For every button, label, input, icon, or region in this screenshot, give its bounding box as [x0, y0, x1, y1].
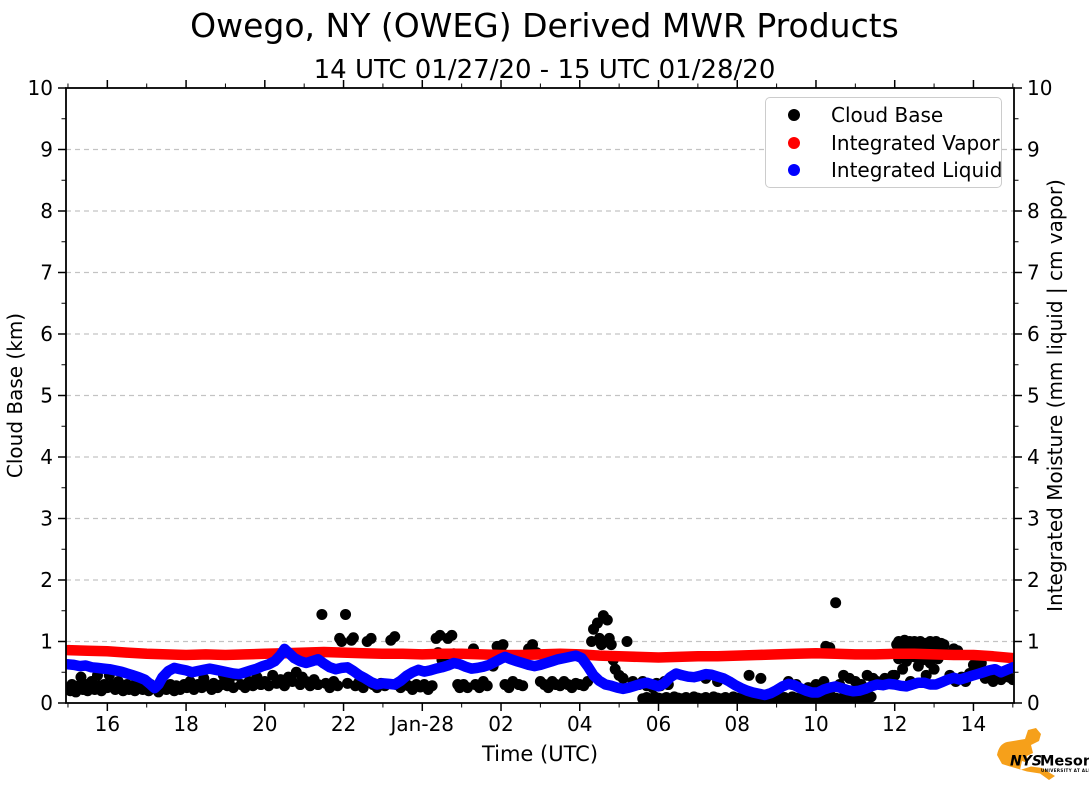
x-tick-label: 08	[725, 712, 750, 736]
y-left-tick-label: 6	[40, 322, 53, 346]
y-left-tick-label: 5	[40, 384, 53, 408]
y-left-tick-label: 0	[40, 691, 53, 715]
y-right-tick-label: 2	[1027, 568, 1040, 592]
y-left-tick-label: 7	[40, 261, 53, 285]
y-left-tick-label: 1	[40, 630, 53, 654]
ny-state-icon	[997, 728, 1055, 780]
y-right-tick-label: 9	[1027, 138, 1040, 162]
integrated-liquid-marker-icon	[788, 164, 800, 177]
x-tick-label: 20	[252, 712, 277, 736]
gridlines	[66, 148, 1014, 643]
integrated-vapor-line	[66, 644, 1014, 664]
x-tick-label: 18	[173, 712, 198, 736]
y-left-tick-label: 9	[40, 138, 53, 162]
x-tick-label: 22	[331, 712, 356, 736]
x-tick-label: 12	[882, 712, 907, 736]
y-left-axis-label: Cloud Base (km)	[3, 313, 27, 478]
y-left-tick-label: 8	[40, 199, 53, 223]
y-left-tick-label: 4	[40, 445, 53, 469]
y-right-tick-label: 7	[1027, 261, 1040, 285]
logo-mesonet-text: Mesonet	[1040, 754, 1089, 770]
legend-item-integrated-liquid: Integrated Liquid	[766, 156, 1003, 184]
chart-title: Owego, NY (OWEG) Derived MWR Products	[190, 6, 899, 45]
legend-item-integrated-vapor: Integrated Vapor	[766, 129, 1001, 157]
nys-mesonet-logo: NYS Mesonet UNIVERSITY AT ALBANY	[995, 725, 1089, 783]
integrated-vapor-marker-icon	[788, 136, 800, 149]
legend-label-integrated-liquid: Integrated Liquid	[831, 158, 1003, 183]
y-right-tick-label: 3	[1027, 507, 1040, 531]
legend: Cloud Base Integrated Vapor Integrated L…	[765, 97, 1002, 188]
logo-tagline-text: UNIVERSITY AT ALBANY	[1041, 768, 1089, 773]
chart-subtitle: 14 UTC 01/27/20 - 15 UTC 01/28/20	[313, 55, 776, 85]
logo-nys-text: NYS	[1010, 754, 1042, 770]
x-tick-label: 02	[488, 712, 513, 736]
y-right-tick-label: 4	[1027, 445, 1040, 469]
x-tick-label: 14	[961, 712, 986, 736]
y-right-tick-label: 6	[1027, 322, 1040, 346]
legend-label-integrated-vapor: Integrated Vapor	[831, 130, 1000, 155]
y-right-tick-label: 1	[1027, 630, 1040, 654]
y-right-axis-label: Integrated Moisture (mm liquid | cm vapo…	[1043, 179, 1067, 612]
y-left-tick-label: 3	[40, 507, 53, 531]
integrated-liquid-line	[66, 643, 1014, 701]
axis-ticks: 16 18 20 22 Jan-28 02 04 06 08 10 12 140 01 12 23 34 45 5…	[28, 76, 1053, 736]
series	[66, 597, 1014, 703]
legend-item-cloud-base: Cloud Base	[766, 101, 1001, 129]
y-right-tick-label: 8	[1027, 199, 1040, 223]
y-right-tick-label: 10	[1027, 76, 1052, 100]
x-tick-label: 10	[803, 712, 828, 736]
cloud-base-marker-icon	[788, 108, 800, 121]
legend-label-cloud-base: Cloud Base	[831, 102, 944, 127]
y-left-tick-label: 2	[40, 568, 53, 592]
y-left-tick-label: 10	[28, 76, 53, 100]
x-axis-label: Time (UTC)	[481, 742, 598, 766]
y-right-tick-label: 5	[1027, 384, 1040, 408]
y-right-tick-label: 0	[1027, 691, 1040, 715]
x-tick-label: 06	[646, 712, 671, 736]
x-tick-label: Jan-28	[389, 712, 455, 736]
x-tick-label: 04	[567, 712, 592, 736]
x-tick-label: 16	[95, 712, 120, 736]
